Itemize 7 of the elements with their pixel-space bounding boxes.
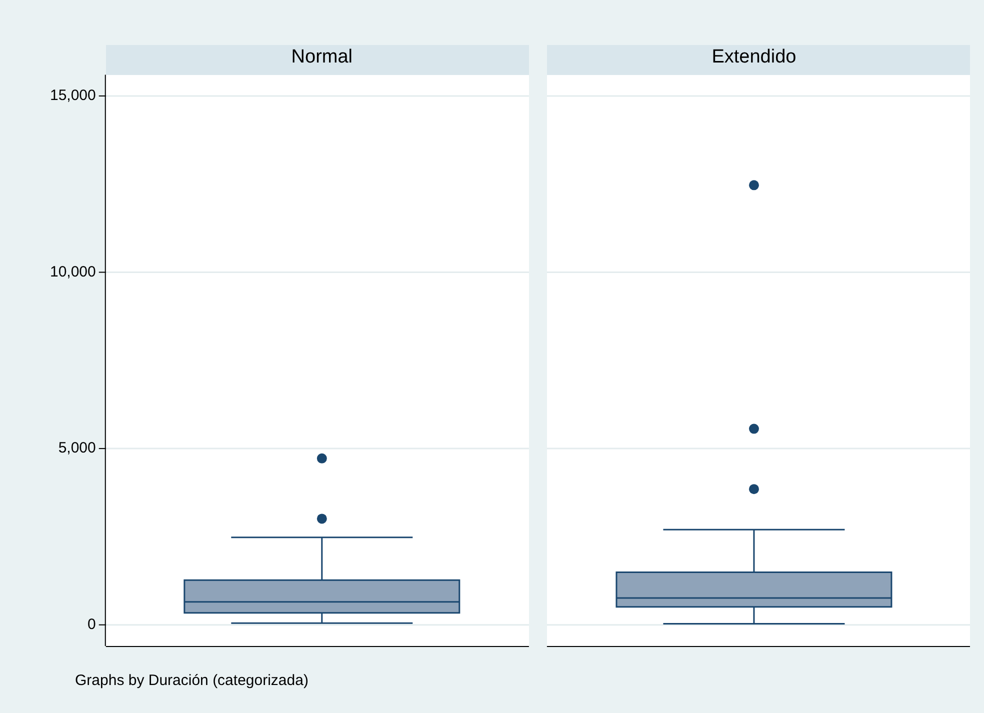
text: Graphs by Duración (categorizada) <box>75 672 308 689</box>
x-tick-label: Normal <box>291 46 353 68</box>
y-tick-label: 0 <box>88 616 96 633</box>
x-tick-label: Extendido <box>712 46 796 68</box>
y-tick-label: 5,000 <box>58 440 96 457</box>
y-tick-label: 15,000 <box>50 87 96 104</box>
y-tick-label: 10,000 <box>50 263 96 280</box>
